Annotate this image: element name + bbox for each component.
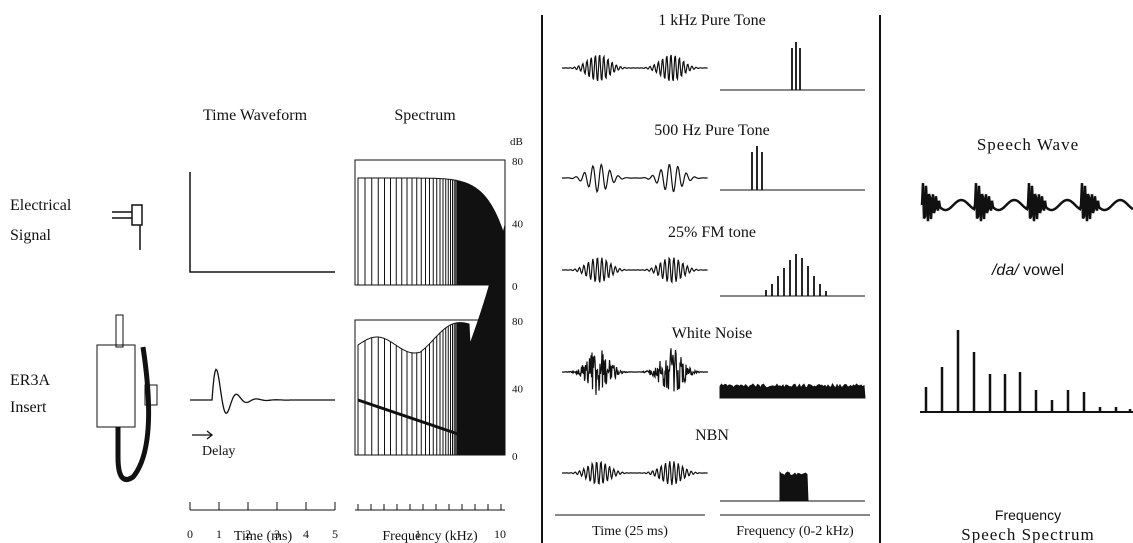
speech-wave [922,183,1133,221]
tick-label: 3 [274,527,280,541]
tick-label: 0 [512,281,518,293]
row-title: 500 Hz Pure Tone [654,122,769,139]
row-label: Insert [10,399,47,416]
response-wave [190,369,335,413]
waveform [562,348,708,395]
noise-band [780,472,808,501]
axis-label: Time (ms) [234,529,293,543]
row-title: White Noise [672,325,752,342]
tick-label: 0 [187,527,193,541]
title: Speech Spectrum [961,525,1095,543]
tick-label: 80 [512,316,524,328]
tick-label: 0 [512,451,518,463]
row-label: Signal [10,227,51,244]
tick-label: 10 [494,527,506,541]
axis-label: Frequency [995,507,1061,523]
caption-italic: /da/ [991,262,1020,279]
axis-label: Frequency (kHz) [382,529,478,543]
waveform [562,55,708,81]
title: Speech Wave [977,135,1079,154]
tick-label: 40 [512,384,524,396]
caption: /da/ vowel [991,262,1064,279]
axis-label: Time (25 ms) [592,524,668,539]
tick-label: 1 [415,527,421,541]
row-label: ER3A [10,372,50,389]
tick-label: 80 [512,156,524,168]
db-unit: dB [510,136,523,148]
row-title: 25% FM tone [668,224,756,241]
tick-label: 40 [512,219,524,231]
tube [118,347,149,480]
row-title: NBN [695,427,729,444]
waveform [562,258,708,283]
noise-band [720,384,865,398]
tick-label: 2 [245,527,251,541]
header: Spectrum [394,107,456,124]
header: Time Waveform [203,107,308,124]
caption-text: vowel [1023,262,1064,279]
waveform [562,461,708,485]
axis-label: Frequency (0-2 kHz) [736,524,854,539]
tick-label: 1 [216,527,222,541]
tube [116,315,123,347]
row-label: Electrical [10,197,72,214]
delay-label: Delay [202,444,235,459]
tick-label: 4 [303,527,309,541]
impulse [190,172,335,272]
plug-icon [112,205,142,250]
tick-label: 5 [332,527,338,541]
waveform [562,165,708,192]
transducer [97,345,135,427]
row-title: 1 kHz Pure Tone [658,12,765,29]
